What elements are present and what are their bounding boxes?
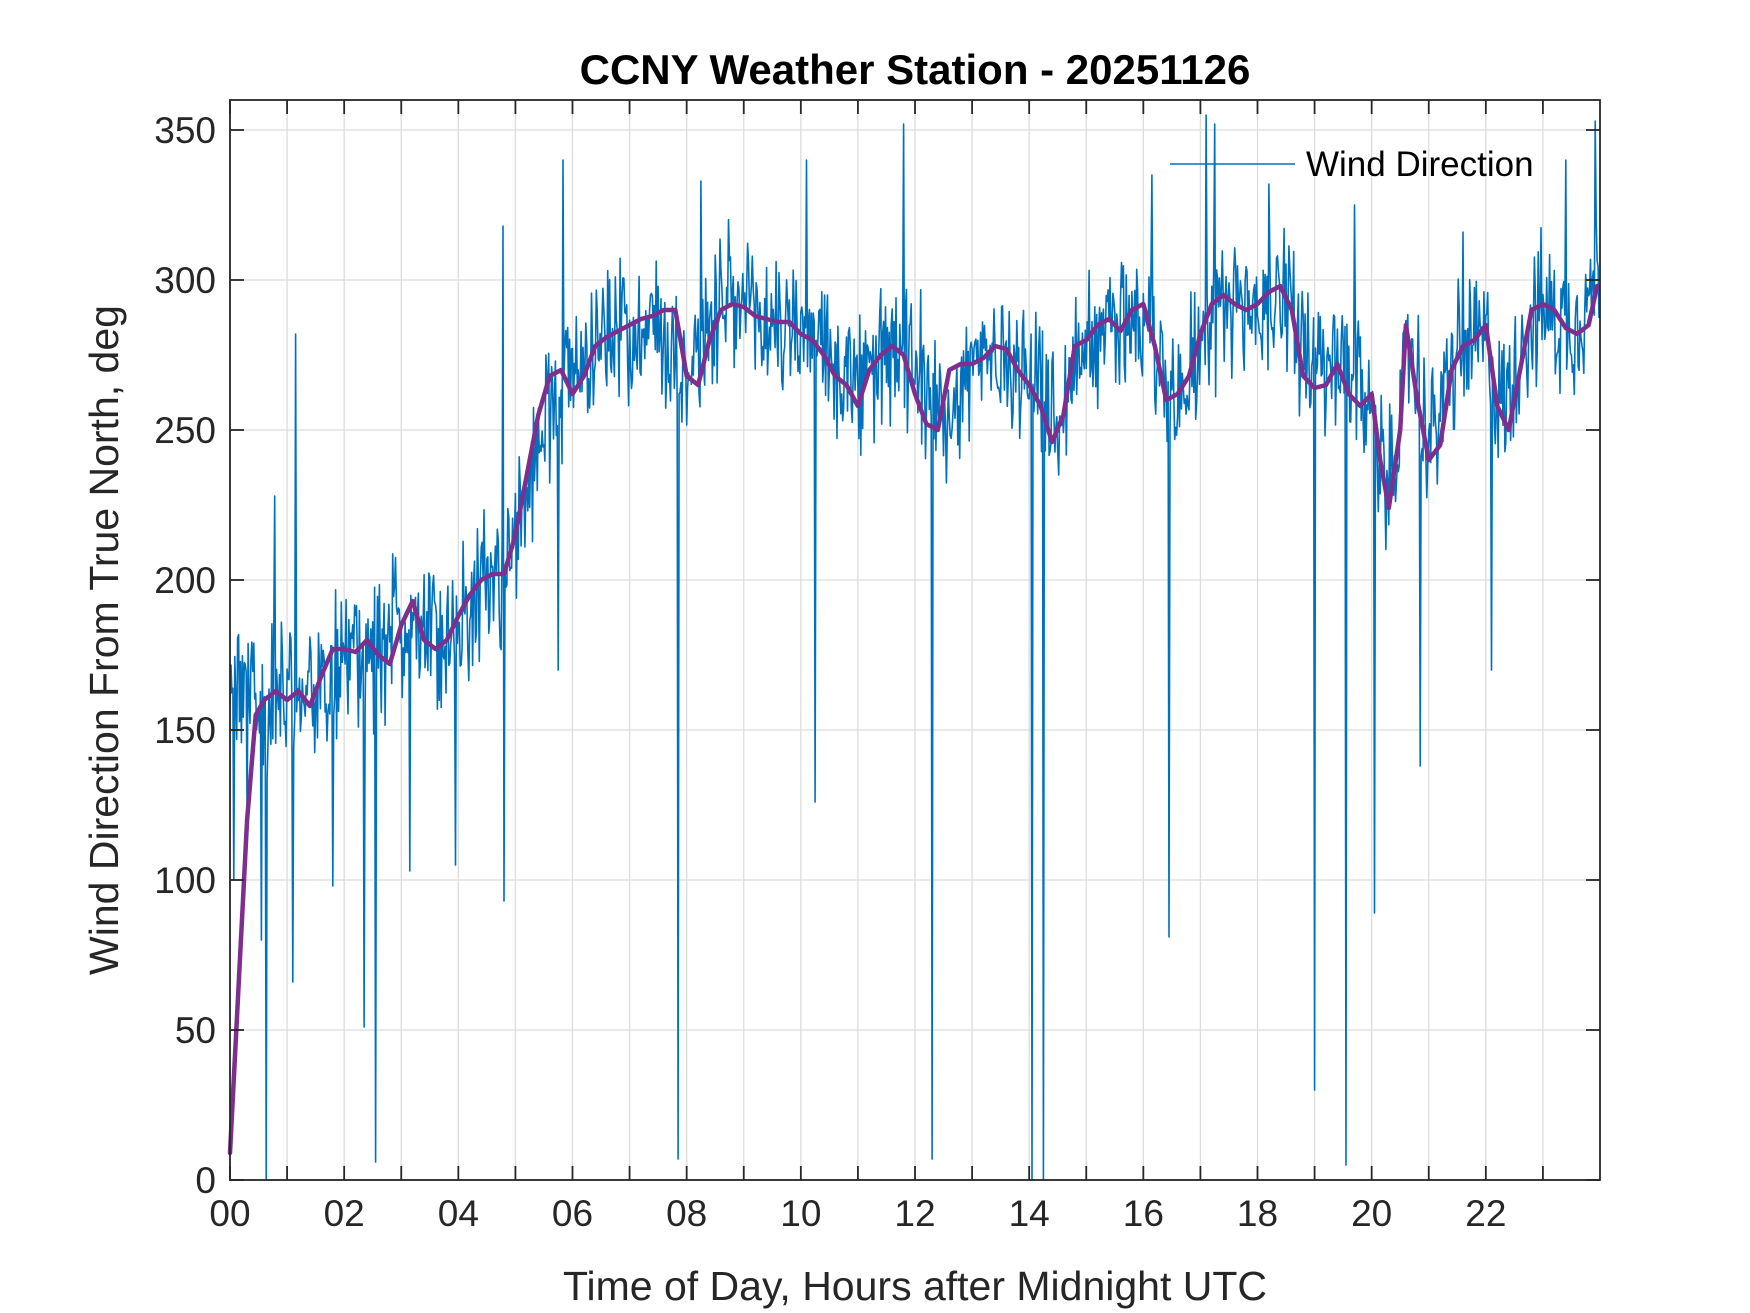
x-tick-label: 12 — [894, 1193, 935, 1234]
x-tick-label: 20 — [1351, 1193, 1392, 1234]
x-tick-label: 10 — [780, 1193, 821, 1234]
y-tick-label: 300 — [154, 260, 216, 301]
x-tick-label: 00 — [209, 1193, 250, 1234]
chart-title: CCNY Weather Station - 20251126 — [580, 46, 1251, 93]
x-tick-label: 16 — [1123, 1193, 1164, 1234]
y-tick-label: 200 — [154, 560, 216, 601]
y-axis-label: Wind Direction From True North, deg — [81, 305, 127, 975]
y-tick-label: 100 — [154, 860, 216, 901]
x-tick-label: 08 — [666, 1193, 707, 1234]
y-tick-label: 50 — [175, 1010, 216, 1051]
axis-ticks — [229, 100, 1600, 1181]
x-tick-label: 06 — [552, 1193, 593, 1234]
y-tick-label: 0 — [195, 1160, 216, 1201]
legend: Wind Direction — [1170, 145, 1534, 184]
series-line-wind-direction — [229, 114, 1600, 1181]
tick-labels: 00 02 04 06 08 10 12 14 16 18 20 22 0 50 100 150 200 250 3… — [154, 110, 1506, 1234]
x-tick-label: 14 — [1009, 1193, 1050, 1234]
y-tick-label: 150 — [154, 710, 216, 751]
y-tick-label: 250 — [154, 410, 216, 451]
x-tick-label: 04 — [438, 1193, 479, 1234]
y-tick-label: 350 — [154, 110, 216, 151]
x-tick-label: 22 — [1465, 1193, 1506, 1234]
x-tick-label: 02 — [324, 1193, 365, 1234]
legend-label-wind-direction: Wind Direction — [1306, 145, 1534, 184]
x-axis-label: Time of Day, Hours after Midnight UTC — [563, 1263, 1267, 1309]
x-tick-label: 18 — [1237, 1193, 1278, 1234]
series-line-smoothed-wind-direction — [227, 283, 1600, 1156]
series-layer — [227, 114, 1600, 1181]
